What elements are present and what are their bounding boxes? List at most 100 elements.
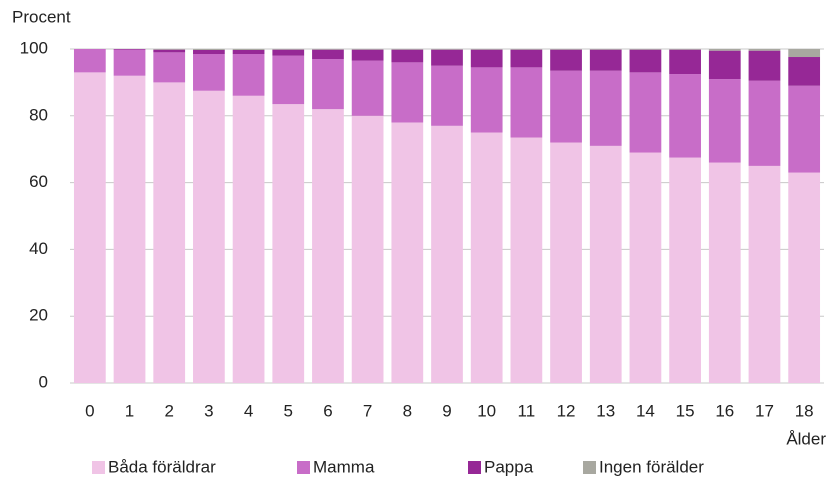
x-tick-label: 12 bbox=[557, 401, 576, 420]
x-tick-label: 8 bbox=[403, 401, 412, 420]
bar-segment bbox=[232, 50, 265, 55]
bar-segment bbox=[669, 157, 701, 383]
bar-segment bbox=[312, 109, 344, 384]
bar-segment bbox=[113, 75, 146, 383]
bar-segment bbox=[153, 49, 186, 53]
bar-segment bbox=[669, 49, 701, 75]
bar-segment bbox=[510, 137, 543, 383]
x-tick-label: 5 bbox=[284, 401, 293, 420]
bar-segment bbox=[431, 65, 463, 126]
bar-segment bbox=[470, 49, 503, 68]
x-tick-label: 7 bbox=[363, 401, 372, 420]
bar-segment bbox=[232, 49, 265, 51]
bar-segment bbox=[470, 67, 503, 133]
bar-segment bbox=[669, 74, 701, 158]
bar-segment bbox=[193, 90, 225, 383]
bar-segment bbox=[312, 49, 344, 60]
bar-segment bbox=[113, 49, 146, 76]
bar-segment bbox=[232, 54, 265, 96]
bar-segment bbox=[629, 49, 662, 73]
bar-segment bbox=[431, 49, 463, 50]
bar-segment bbox=[510, 67, 543, 138]
bar-segment bbox=[629, 49, 662, 50]
bar-segment bbox=[748, 49, 781, 51]
legend-swatch bbox=[583, 461, 596, 474]
bar-segment bbox=[629, 152, 662, 383]
bar-segment bbox=[153, 52, 186, 83]
bar-segment bbox=[748, 50, 781, 81]
bar-segment bbox=[232, 95, 265, 383]
y-tick-label: 40 bbox=[29, 239, 48, 258]
bar-segment bbox=[113, 49, 146, 50]
bar-segment bbox=[550, 49, 582, 50]
bar-segment bbox=[788, 85, 821, 173]
bar-segment bbox=[153, 49, 186, 50]
bar-segment bbox=[153, 82, 186, 384]
bar-segment bbox=[788, 172, 821, 383]
x-tick-label: 11 bbox=[518, 401, 536, 420]
bar-segment bbox=[550, 49, 582, 71]
bar-segment bbox=[193, 50, 225, 55]
legend-swatch bbox=[468, 461, 481, 474]
bar-segment bbox=[589, 49, 622, 71]
bar-segment bbox=[431, 125, 463, 383]
x-axis-label: Ålder bbox=[786, 429, 826, 448]
bar-segment bbox=[510, 49, 543, 50]
bar-segment bbox=[470, 132, 503, 383]
bar-segment bbox=[669, 49, 701, 50]
y-tick-label: 100 bbox=[20, 38, 48, 57]
bar-segment bbox=[272, 104, 305, 384]
bar-segment bbox=[272, 49, 305, 56]
x-tick-label: 17 bbox=[755, 401, 774, 420]
bar-segment bbox=[748, 80, 781, 166]
bar-segment bbox=[391, 49, 424, 63]
x-tick-label: 15 bbox=[676, 401, 695, 420]
bar-segment bbox=[589, 145, 622, 383]
bar-segment bbox=[193, 54, 225, 91]
bar-segment bbox=[351, 49, 384, 61]
x-tick-label: 18 bbox=[795, 401, 814, 420]
x-tick-label: 1 bbox=[125, 401, 134, 420]
x-tick-label: 4 bbox=[244, 401, 253, 420]
x-tick-label: 3 bbox=[204, 401, 213, 420]
x-tick-label: 2 bbox=[164, 401, 173, 420]
x-tick-label: 10 bbox=[477, 401, 496, 420]
bar-segment bbox=[391, 122, 424, 383]
bar-segment bbox=[351, 49, 384, 50]
legend-label: Ingen förälder bbox=[599, 457, 704, 476]
bar-segment bbox=[748, 165, 781, 383]
bar-segment bbox=[550, 70, 582, 143]
bar-segment bbox=[629, 72, 662, 153]
x-tick-label: 9 bbox=[442, 401, 451, 420]
x-tick-label: 14 bbox=[636, 401, 655, 420]
bar-segment bbox=[708, 162, 741, 383]
bar-segment bbox=[510, 49, 543, 68]
bar-segment bbox=[73, 49, 106, 73]
bar-segment bbox=[788, 49, 821, 58]
y-axis-label: Procent bbox=[12, 7, 71, 26]
x-tick-label: 0 bbox=[85, 401, 94, 420]
bar-segment bbox=[312, 49, 344, 50]
bar-segment bbox=[312, 59, 344, 110]
legend-label: Mamma bbox=[313, 457, 375, 476]
bar-segment bbox=[73, 72, 106, 383]
bar-segment bbox=[788, 57, 821, 86]
y-tick-label: 0 bbox=[39, 372, 48, 391]
bar-segment bbox=[193, 49, 225, 51]
bar-segment bbox=[391, 62, 424, 123]
bar-segment bbox=[272, 49, 305, 50]
bar-segment bbox=[708, 79, 741, 163]
bar-segment bbox=[589, 49, 622, 50]
bar-segment bbox=[351, 60, 384, 116]
bar-segment bbox=[708, 49, 741, 51]
bar-segment bbox=[589, 70, 622, 146]
bar-segment bbox=[272, 55, 305, 105]
bar-segment bbox=[351, 115, 384, 384]
legend-label: Pappa bbox=[484, 457, 534, 476]
bar-segment bbox=[550, 142, 582, 383]
y-tick-label: 80 bbox=[29, 105, 48, 124]
bar-segment bbox=[391, 49, 424, 50]
y-tick-label: 20 bbox=[29, 306, 48, 325]
bar-segment bbox=[431, 49, 463, 66]
